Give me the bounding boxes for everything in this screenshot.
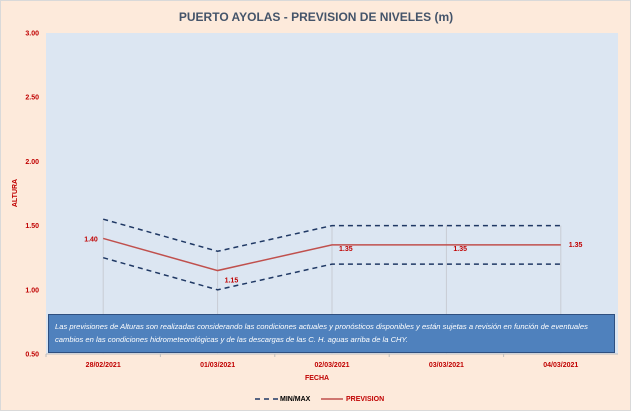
- y-tick-label: 2.00: [25, 159, 39, 166]
- disclaimer-note: Las previsiones de Alturas son realizada…: [48, 314, 615, 353]
- x-tick-label: 01/03/2021: [200, 362, 235, 369]
- legend-prevision-label: PREVISION: [346, 396, 384, 403]
- data-label: 1.35: [453, 246, 467, 253]
- x-tick-label: 02/03/2021: [314, 362, 349, 369]
- y-tick-label: 1.00: [25, 287, 39, 294]
- y-axis-label: ALTURA: [12, 179, 19, 207]
- data-label: 1.35: [569, 242, 583, 249]
- y-tick-label: 1.50: [25, 223, 39, 230]
- y-tick-label: 3.00: [25, 31, 39, 38]
- max-line: [102, 218, 561, 253]
- x-tick-label: 04/03/2021: [543, 362, 578, 369]
- prevision-line: [102, 237, 561, 272]
- min-line: [102, 256, 561, 291]
- data-label: 1.35: [339, 246, 353, 253]
- x-axis-label: FECHA: [305, 375, 329, 382]
- data-label: 1.15: [225, 278, 239, 285]
- legend-minmax-label: MIN/MAX: [280, 396, 311, 403]
- chart-title: PUERTO AYOLAS - PREVISION DE NIVELES (m): [179, 10, 453, 24]
- x-tick-label: 03/03/2021: [429, 362, 464, 369]
- y-tick-label: 2.50: [25, 95, 39, 102]
- data-label: 1.40: [84, 236, 98, 243]
- y-tick-label: 0.50: [25, 352, 39, 359]
- x-tick-label: 28/02/2021: [86, 362, 121, 369]
